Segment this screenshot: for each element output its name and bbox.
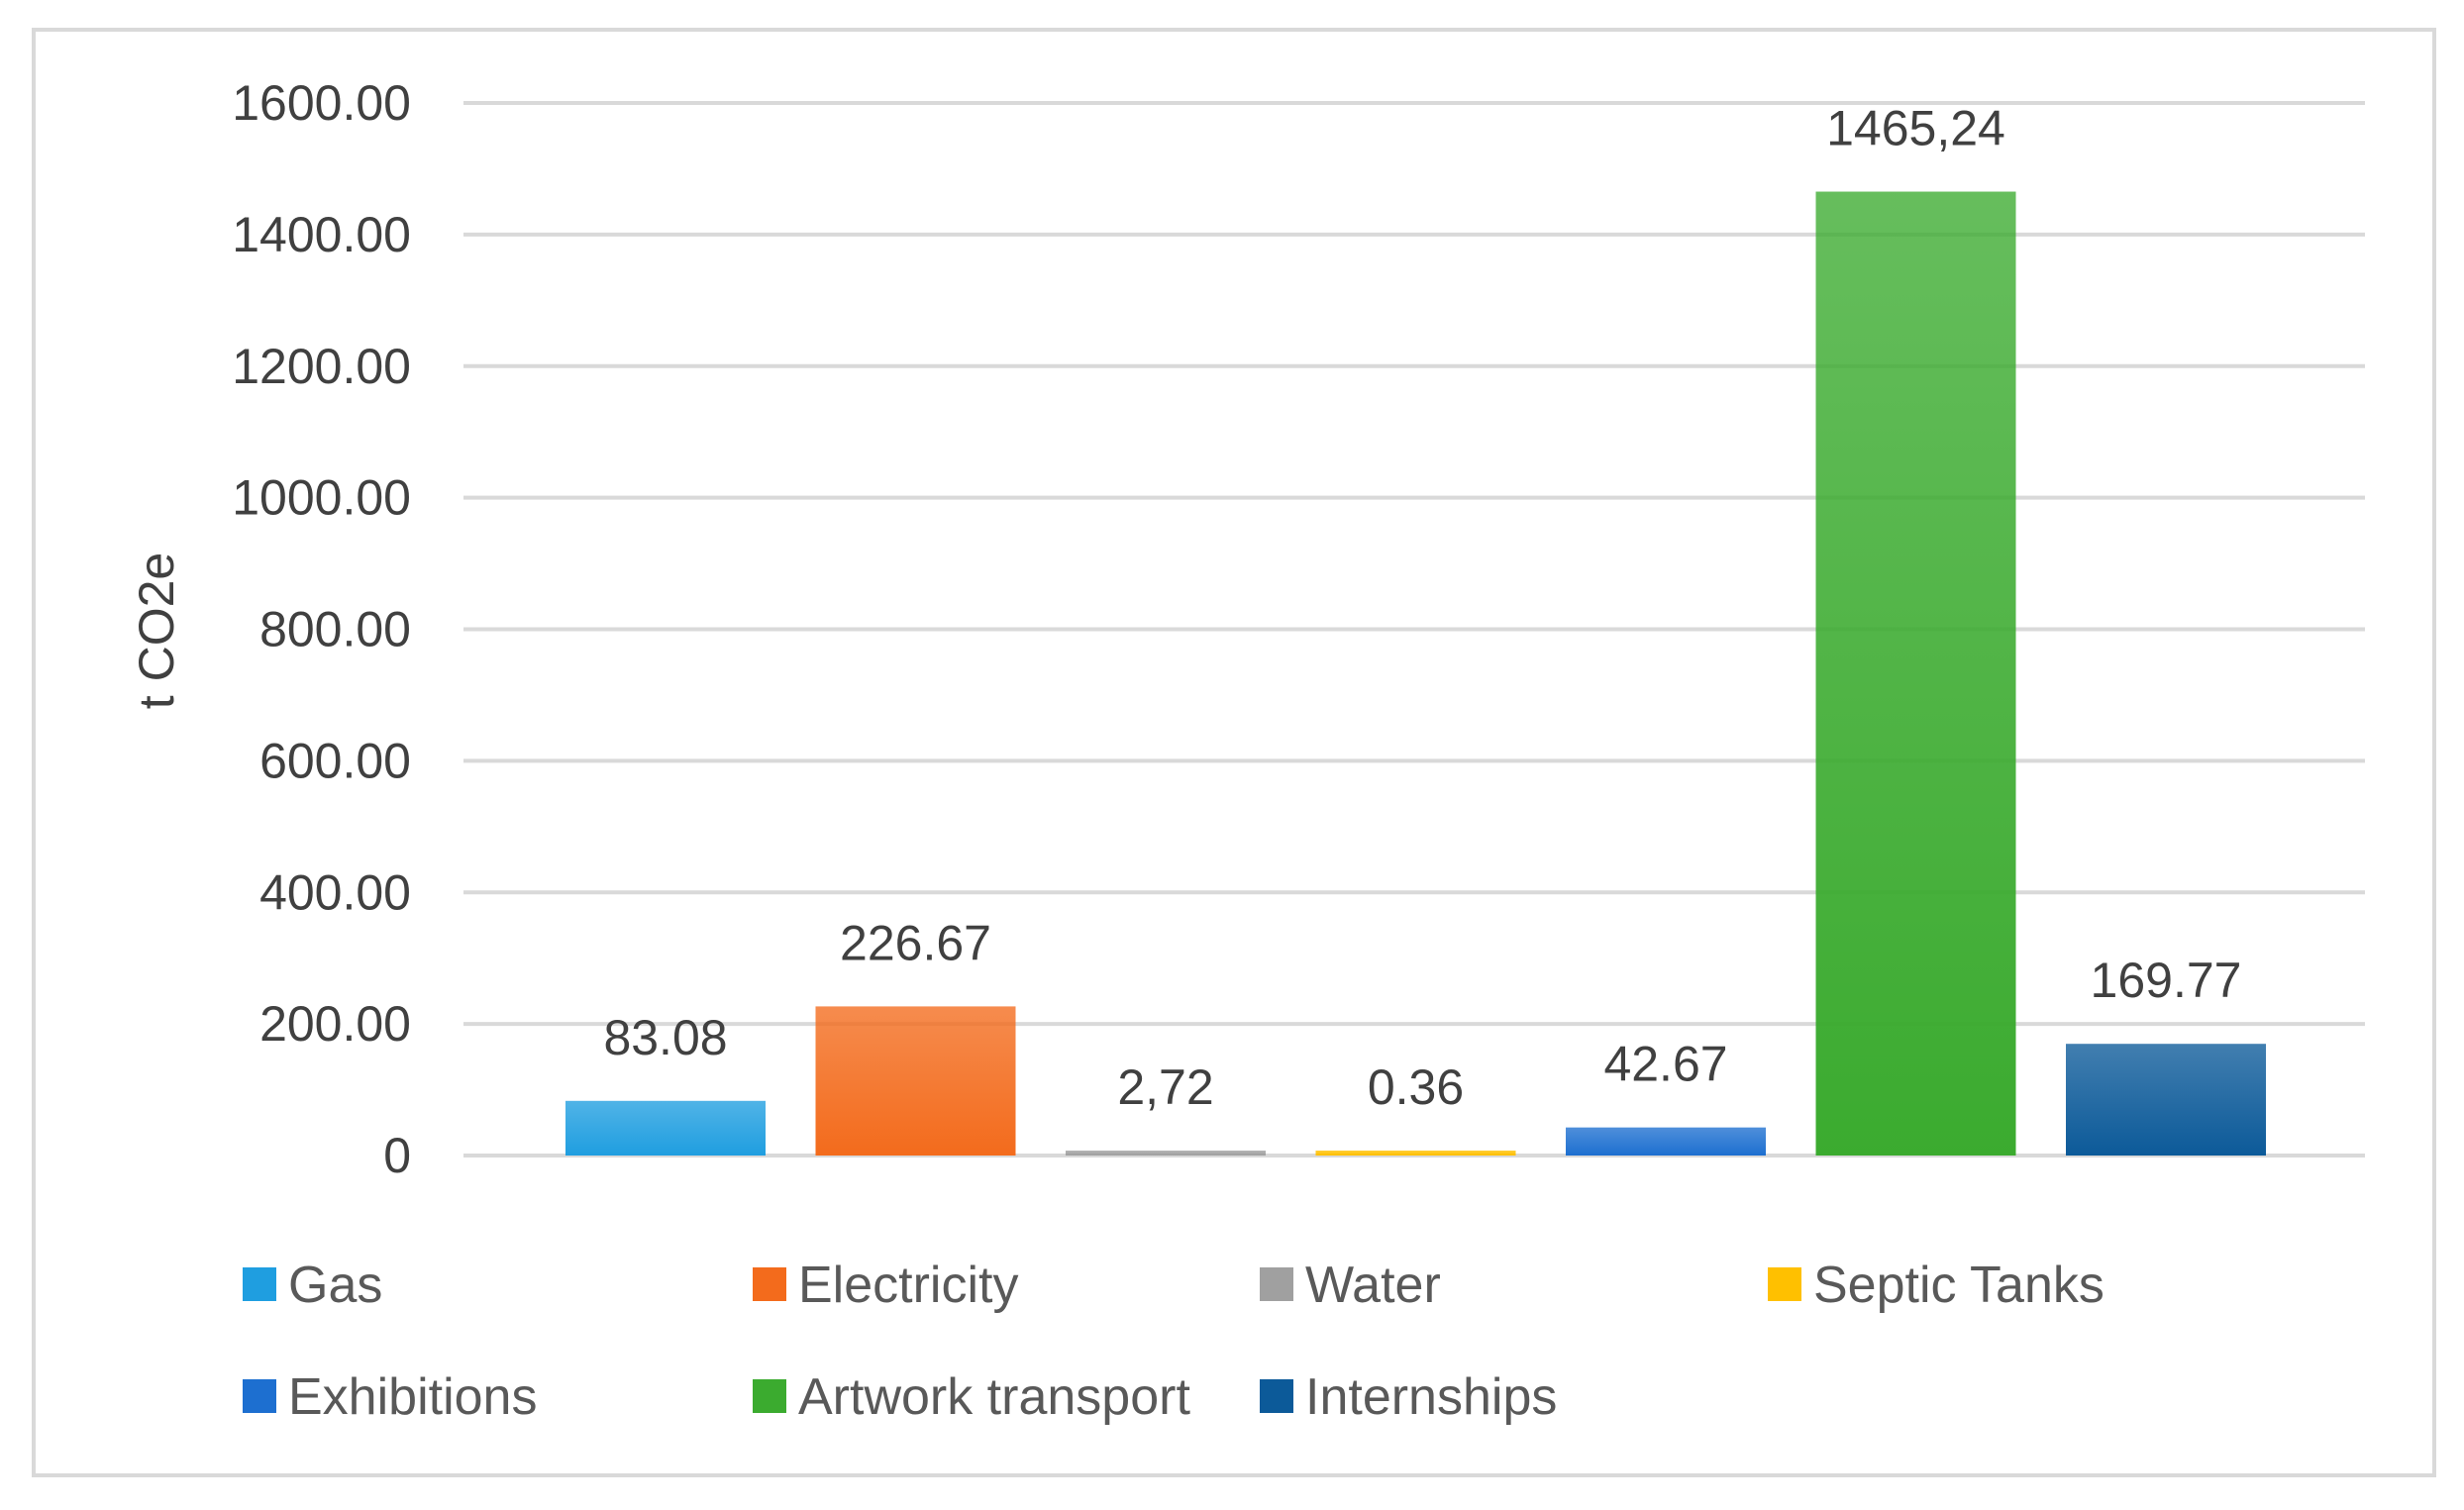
y-tick-label: 200.00: [259, 996, 411, 1052]
legend-item: Gas: [243, 1257, 382, 1314]
gridlines: [463, 101, 2365, 1158]
data-label: 42.67: [1603, 1037, 1727, 1092]
y-tick-label: 1600.00: [232, 75, 411, 131]
legend-swatch: [1768, 1267, 1801, 1301]
bar-water: [1066, 1151, 1266, 1156]
legend-swatch: [753, 1379, 786, 1413]
bar-exhibitions: [1566, 1127, 1766, 1156]
bar-electricity: [815, 1006, 1016, 1156]
y-tick-label: 0: [383, 1128, 411, 1183]
legend-item: Water: [1260, 1257, 1441, 1314]
legend-item: Septic Tanks: [1768, 1257, 2105, 1314]
legend-item: Exhibitions: [243, 1368, 537, 1426]
y-tick-label: 400.00: [259, 864, 411, 920]
legend-swatch: [753, 1267, 786, 1301]
bar-artwork-transport: [1815, 191, 2016, 1156]
bar-internships: [2066, 1044, 2266, 1156]
legend-swatch: [243, 1267, 276, 1301]
legend-swatch: [1260, 1267, 1293, 1301]
data-label: 0.36: [1368, 1059, 1464, 1115]
data-label: 1465,24: [1826, 101, 2005, 156]
legend-label: Electricity: [798, 1257, 1018, 1314]
legend: Gas Electricity Water Septic Tanks Exhibitio…: [243, 1257, 2105, 1426]
y-tick-label: 1000.00: [232, 470, 411, 526]
y-axis-ticks: 0 200.00 400.00 600.00 800.00 1000.00 1200.00 1…: [232, 75, 411, 1183]
legend-swatch: [243, 1379, 276, 1413]
y-tick-label: 1400.00: [232, 207, 411, 262]
y-tick-label: 800.00: [259, 602, 411, 657]
bar-septic-tanks: [1315, 1151, 1516, 1156]
legend-item: Electricity: [753, 1257, 1018, 1314]
legend-label: Septic Tanks: [1813, 1257, 2105, 1314]
y-axis-title: t CO2e: [129, 553, 184, 709]
legend-swatch: [1260, 1379, 1293, 1413]
legend-label: Internships: [1305, 1368, 1557, 1426]
y-tick-label: 600.00: [259, 733, 411, 788]
data-label: 83.08: [603, 1010, 727, 1065]
bars: [565, 191, 2266, 1156]
chart-frame: [32, 28, 2436, 1477]
y-tick-label: 1200.00: [232, 339, 411, 394]
legend-label: Gas: [288, 1257, 382, 1314]
data-label: 2,72: [1117, 1059, 1213, 1115]
legend-item: Artwork transport: [753, 1368, 1190, 1426]
data-labels: 83.08 226.67 2,72 0.36 42.67 1465,24 169.77: [603, 101, 2241, 1115]
data-label: 226.67: [840, 915, 991, 970]
legend-label: Water: [1305, 1257, 1441, 1314]
legend-label: Exhibitions: [288, 1368, 537, 1426]
legend-label: Artwork transport: [798, 1368, 1190, 1426]
legend-item: Internships: [1260, 1368, 1557, 1426]
bar-gas: [565, 1100, 766, 1156]
data-label: 169.77: [2091, 953, 2242, 1008]
